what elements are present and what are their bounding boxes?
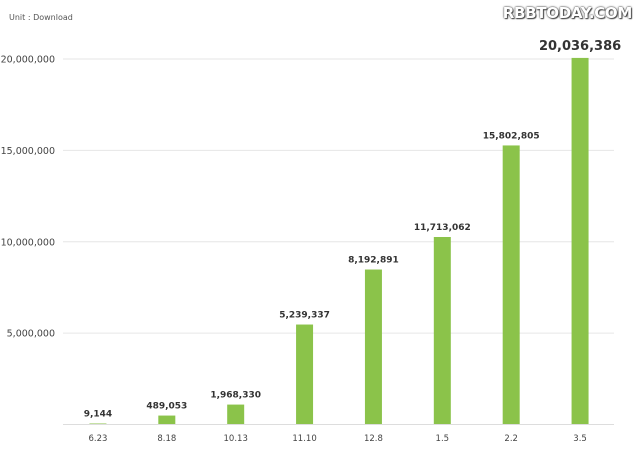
x-tick-label: 1.5	[436, 434, 450, 444]
x-axis: 6.23 8.18 10.13 11.10 12.8 1.5 2.2 3.5	[63, 424, 614, 444]
bars	[89, 57, 589, 425]
data-label: 1,968,330	[210, 391, 261, 401]
bar	[227, 404, 245, 425]
x-tick-label: 10.13	[224, 434, 248, 444]
bar	[502, 145, 520, 425]
data-labels: 9,144 489,053 1,968,330 5,239,337 8,192,891 1…	[84, 39, 621, 420]
x-tick-label: 2.2	[504, 434, 518, 444]
bar	[433, 236, 451, 425]
gridlines	[63, 58, 614, 334]
bar	[158, 415, 176, 425]
watermark-logo: RBBTODAY.COM	[502, 4, 633, 22]
data-label: 8,192,891	[348, 256, 399, 266]
x-tick-label: 8.18	[157, 434, 176, 444]
data-label: 15,802,805	[483, 131, 540, 141]
unit-label: Unit : Download	[9, 13, 73, 22]
y-tick-label: 15,000,000	[1, 146, 55, 157]
x-tick-label: 3.5	[573, 434, 587, 444]
bar	[364, 269, 382, 425]
bar	[296, 324, 314, 425]
data-label: 489,053	[146, 402, 187, 412]
data-label: 5,239,337	[279, 311, 330, 321]
x-tick-label: 6.23	[88, 434, 107, 444]
y-axis: 5,000,000 10,000,000 15,000,000 20,000,000	[1, 55, 55, 340]
data-label: 11,713,062	[414, 223, 471, 233]
x-tick-label: 12.8	[364, 434, 383, 444]
y-tick-label: 20,000,000	[1, 55, 55, 66]
bar	[571, 57, 589, 425]
x-tick-label: 11.10	[292, 434, 316, 444]
y-tick-label: 5,000,000	[7, 329, 55, 340]
data-label: 9,144	[84, 410, 112, 420]
data-label: 20,036,386	[539, 39, 621, 54]
y-tick-label: 10,000,000	[1, 237, 55, 248]
